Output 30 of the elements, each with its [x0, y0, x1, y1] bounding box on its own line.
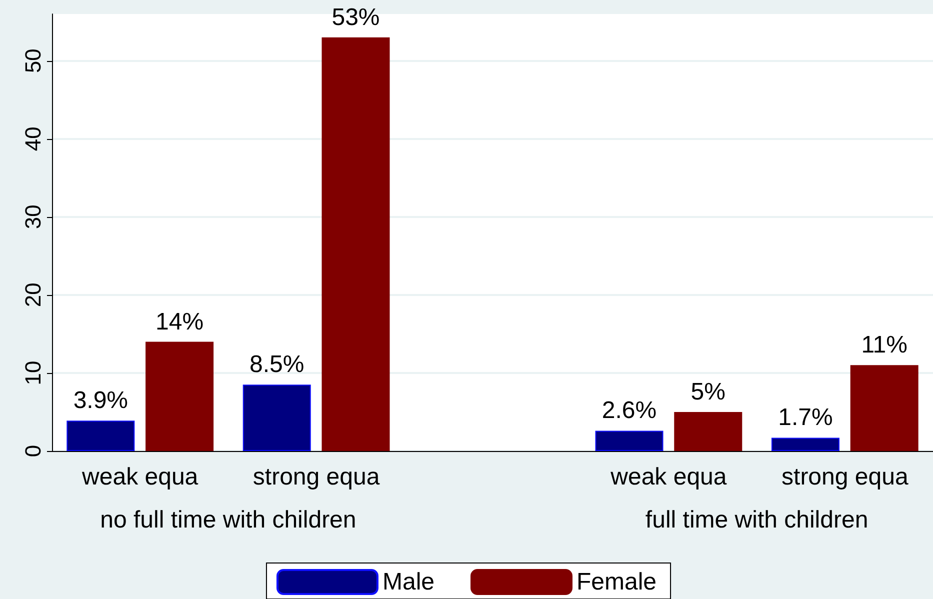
y-tick-label: 50 [20, 48, 46, 74]
data-label: 2.6% [602, 397, 657, 424]
y-tick-label: 20 [20, 282, 46, 308]
data-label: 5% [690, 378, 726, 406]
bar [674, 412, 742, 451]
data-label: 11% [861, 332, 908, 359]
data-label: 3.9% [73, 387, 128, 414]
data-label: 14% [156, 308, 204, 336]
x-tick-label: weak equa [81, 464, 199, 490]
bar [771, 438, 840, 451]
bar [242, 384, 311, 451]
text: no full time with children [100, 506, 356, 534]
x-tick-label: weak equa [610, 464, 728, 490]
bar [146, 342, 214, 451]
y-tick-label: 30 [20, 204, 46, 230]
bar [66, 420, 135, 451]
data-label: 8.5% [250, 351, 304, 378]
data-label: 53% [332, 4, 380, 31]
y-tick-label: 10 [20, 360, 46, 386]
bar [595, 430, 664, 451]
data-label: 1.7% [778, 404, 833, 432]
legend-label: Female [576, 568, 657, 596]
x-tick-label: strong equa [782, 464, 909, 490]
text: full time with children [645, 506, 868, 534]
bar [322, 37, 390, 451]
legend-label: Male [382, 568, 435, 596]
bar [850, 365, 918, 451]
y-tick-label: 40 [20, 126, 46, 152]
y-tick-label: 0 [20, 444, 46, 458]
x-tick-label: strong equa [252, 464, 380, 490]
